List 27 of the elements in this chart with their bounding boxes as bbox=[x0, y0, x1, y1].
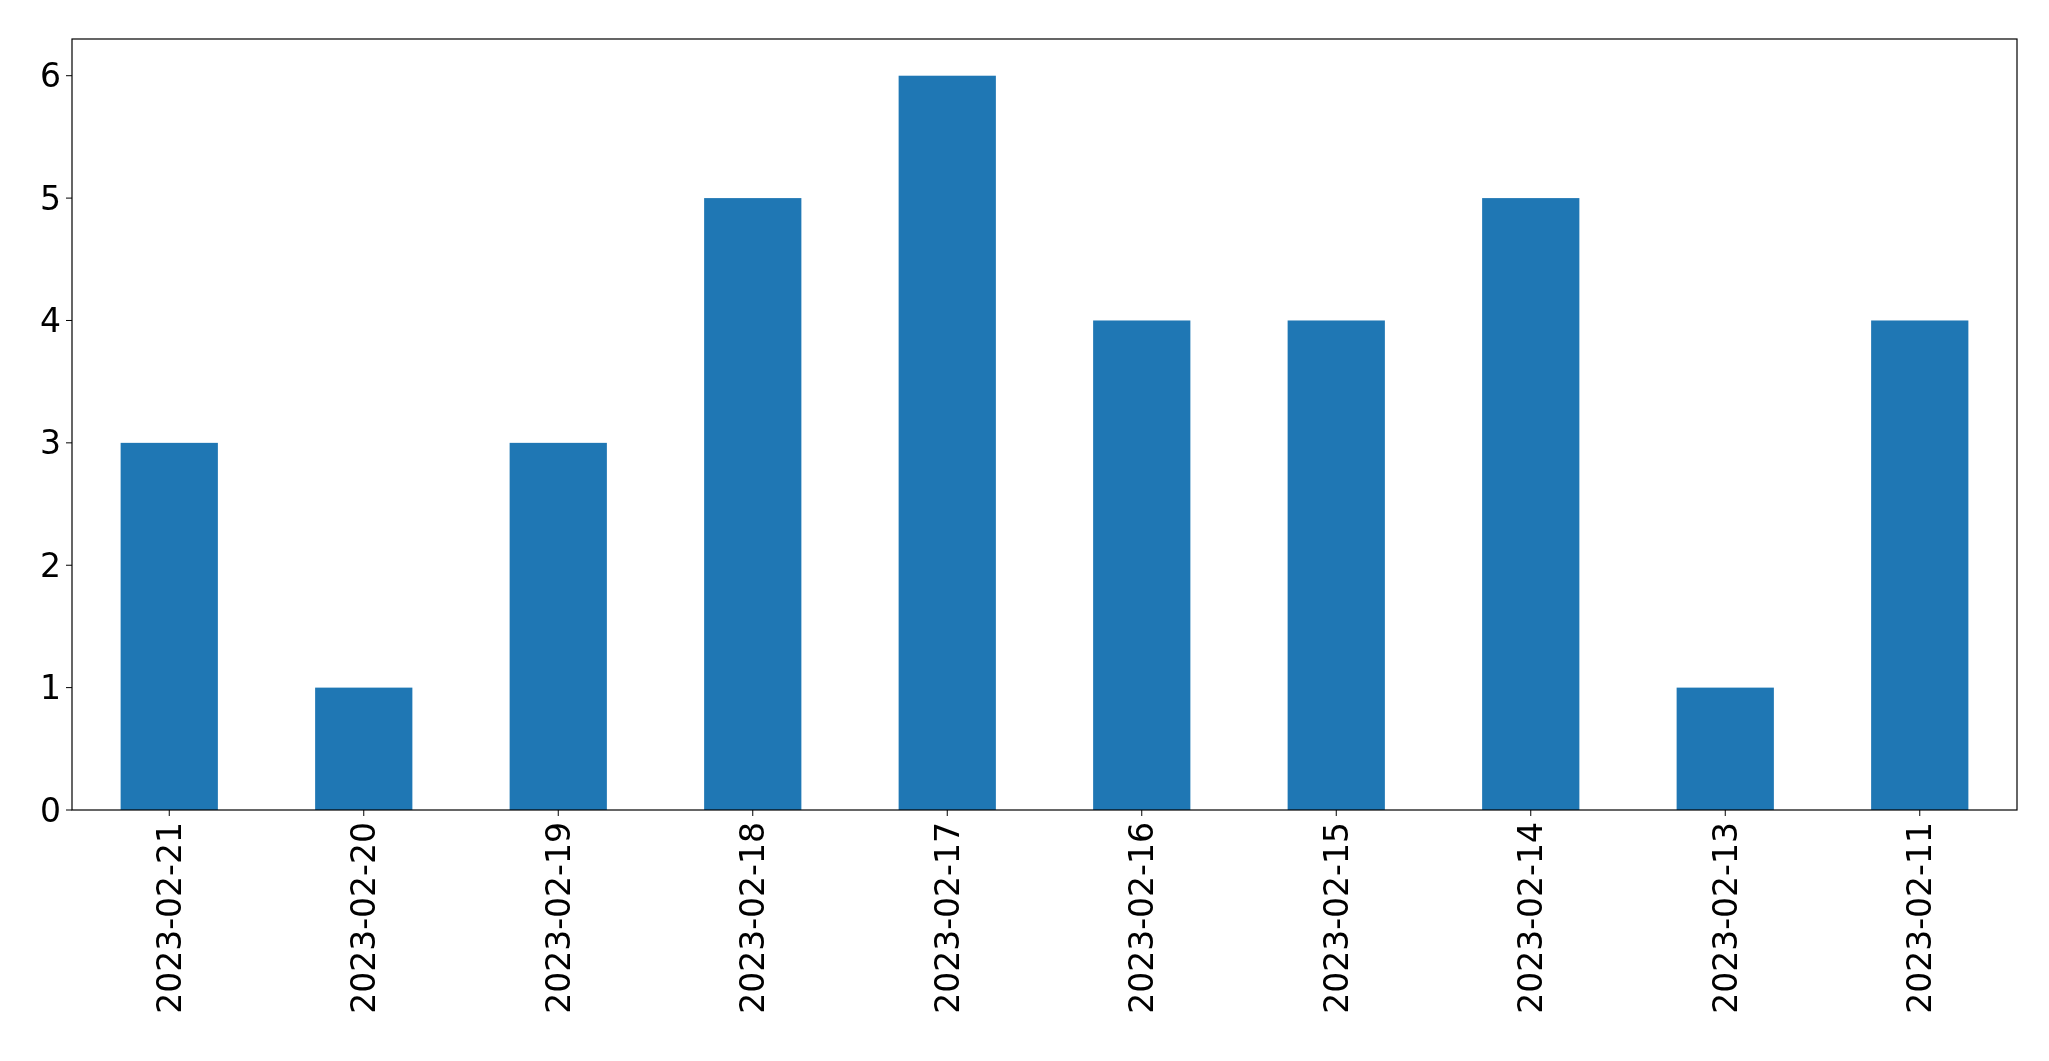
bar bbox=[1871, 320, 1969, 810]
bar bbox=[1676, 687, 1774, 810]
bar bbox=[1093, 320, 1191, 810]
y-tick-label: 1 bbox=[40, 668, 61, 708]
y-tick-label: 6 bbox=[40, 56, 61, 96]
x-tick-label: 2023-02-14 bbox=[1511, 822, 1551, 1014]
x-tick-label: 2023-02-20 bbox=[344, 822, 384, 1014]
bar bbox=[120, 442, 218, 810]
x-tick-label: 2023-02-19 bbox=[538, 822, 578, 1014]
y-tick-label: 0 bbox=[40, 790, 61, 830]
bar bbox=[1287, 320, 1385, 810]
x-tick-label: 2023-02-21 bbox=[149, 822, 189, 1014]
y-tick-label: 5 bbox=[40, 178, 61, 218]
y-tick-label: 4 bbox=[40, 301, 61, 341]
bar bbox=[898, 75, 996, 810]
y-tick-label: 3 bbox=[40, 423, 61, 463]
x-tick-label: 2023-02-18 bbox=[733, 822, 773, 1014]
bar bbox=[315, 687, 413, 810]
x-tick-label: 2023-02-15 bbox=[1316, 822, 1356, 1014]
bar bbox=[1482, 198, 1580, 810]
x-tick-label: 2023-02-11 bbox=[1900, 822, 1940, 1014]
x-tick-label: 2023-02-13 bbox=[1705, 822, 1745, 1014]
y-tick-label: 2 bbox=[40, 545, 61, 585]
bar bbox=[509, 442, 607, 810]
x-tick-label: 2023-02-17 bbox=[927, 822, 967, 1014]
bar bbox=[704, 198, 802, 810]
x-tick-label: 2023-02-16 bbox=[1122, 822, 1162, 1014]
